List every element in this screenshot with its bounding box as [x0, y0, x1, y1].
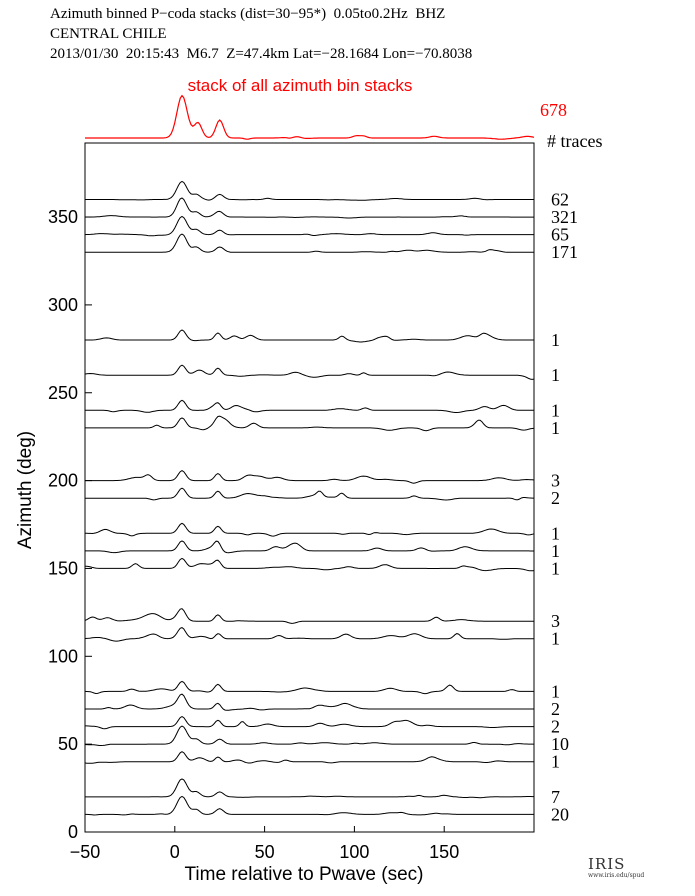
trace-count-label: 321 [551, 207, 578, 227]
trace-count-label: 20 [551, 804, 569, 824]
trace-count-label: 1 [551, 365, 560, 385]
x-tick-label: 150 [429, 842, 459, 862]
azimuth-trace [84, 680, 534, 695]
azimuth-trace [85, 725, 534, 746]
x-axis-label: Time relative to Pwave (sec) [185, 864, 424, 885]
trace-count-label: 1 [551, 752, 560, 772]
trace-count-label: 2 [551, 717, 560, 737]
azimuth-trace [84, 215, 534, 237]
trace-count-label: 1 [551, 681, 560, 701]
trace-count-label: 1 [551, 629, 560, 649]
y-tick-label: 150 [48, 558, 78, 578]
azimuth-trace [85, 557, 535, 572]
x-tick-label: −50 [70, 842, 101, 862]
azimuth-trace [84, 751, 534, 764]
y-tick-label: 50 [58, 734, 78, 754]
header-line-2: CENTRAL CHILE [50, 26, 167, 42]
trace-count-label: 3 [551, 611, 560, 631]
trace-count-label: 1 [551, 418, 560, 438]
y-tick-label: 100 [48, 646, 78, 666]
trace-count-label: 2 [551, 699, 560, 719]
trace-count-label: 7 [551, 787, 560, 807]
azimuth-trace [85, 233, 534, 253]
y-tick-label: 200 [48, 471, 78, 491]
azimuth-trace [84, 608, 534, 624]
trace-count-label: 10 [551, 734, 569, 754]
trace-count-label: 3 [551, 471, 560, 491]
total-traces-count: 678 [540, 100, 567, 120]
azimuth-trace [85, 693, 534, 711]
y-tick-label: 350 [48, 207, 78, 227]
trace-count-label: 1 [551, 330, 560, 350]
x-tick-label: 100 [339, 842, 369, 862]
azimuth-trace [84, 627, 534, 642]
stack-trace [85, 94, 535, 140]
azimuth-trace [85, 487, 534, 501]
y-tick-label: 0 [68, 822, 78, 842]
azimuth-trace [84, 364, 535, 380]
azimuth-trace [85, 470, 535, 484]
trace-count-label: 1 [551, 558, 560, 578]
trace-count-label: 65 [551, 225, 569, 245]
x-tick-label: 0 [170, 842, 180, 862]
x-tick-label: 50 [255, 842, 275, 862]
azimuth-trace [85, 197, 534, 219]
azimuth-trace [85, 778, 534, 799]
azimuth-trace [85, 795, 534, 816]
plot-frame [84, 142, 535, 833]
header-line-3: 2013/01/30 20:15:43 M6.7 Z=47.4km Lat=−2… [50, 46, 473, 62]
azimuth-trace [85, 399, 534, 413]
azimuth-trace [85, 716, 534, 730]
header-line-1: Azimuth binned P−coda stacks (dist=30−95… [50, 6, 446, 22]
trace-count-label: 1 [551, 541, 560, 561]
azimuth-trace [85, 540, 534, 554]
trace-count-label: 2 [551, 488, 560, 508]
y-tick-label: 250 [48, 383, 78, 403]
iris-logo: IRIS www.iris.edu/spud [588, 856, 644, 879]
iris-logo-url: www.iris.edu/spud [588, 872, 645, 879]
azimuth-trace [85, 180, 534, 201]
trace-count-label: 62 [551, 189, 569, 209]
trace-count-label: 1 [551, 400, 560, 420]
iris-logo-text: IRIS [588, 855, 626, 873]
azimuth-trace [85, 522, 535, 537]
traces-column-label: # traces [547, 131, 602, 151]
trace-count-label: 1 [551, 523, 560, 543]
y-tick-label: 300 [48, 295, 78, 315]
y-axis-label: Azimuth (deg) [15, 431, 36, 549]
trace-count-label: 171 [551, 242, 578, 262]
azimuth-trace [85, 415, 535, 432]
azimuth-trace [85, 329, 534, 343]
chart-title: stack of all azimuth bin stacks [188, 76, 413, 95]
